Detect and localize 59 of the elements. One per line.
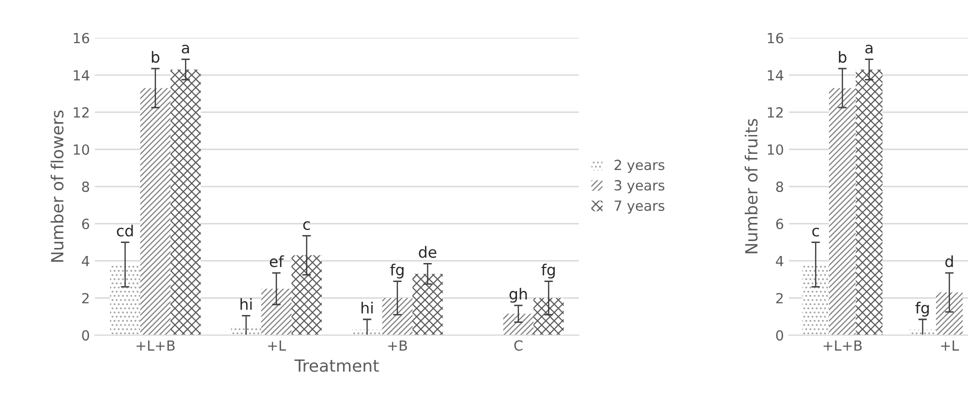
- data-label: ef: [270, 255, 284, 268]
- bar: [936, 292, 963, 336]
- y-tick-label: 10: [74, 144, 90, 155]
- x-tick-label: +L+B: [136, 340, 175, 351]
- data-label: fg: [390, 264, 404, 278]
- y-tick-label: 6: [82, 218, 90, 230]
- legend-label: 7 years: [614, 200, 664, 214]
- y-tick-label: 6: [776, 218, 784, 230]
- data-label: a: [865, 44, 872, 54]
- data-label: fg: [915, 302, 929, 317]
- bar: [261, 288, 292, 336]
- bar: [856, 69, 883, 336]
- y-tick-label: 4: [776, 256, 784, 266]
- data-label: de: [418, 246, 436, 258]
- bar: [382, 298, 412, 336]
- data-label: c: [303, 221, 310, 230]
- bar: [170, 69, 201, 336]
- data-label: b: [838, 50, 846, 63]
- data-label: b: [152, 50, 160, 63]
- x-tick-label: +B: [388, 340, 407, 351]
- legend-label: 3 years: [614, 180, 664, 194]
- y-tick-label: 16: [74, 32, 90, 44]
- data-label: fg: [541, 264, 555, 278]
- data-label: hi: [362, 302, 373, 314]
- y-tick-label: 2: [776, 292, 783, 304]
- y-tick-label: 4: [82, 256, 90, 266]
- data-label: gh: [510, 288, 527, 303]
- x-axis-title: Treatment: [294, 360, 379, 372]
- y-tick-label: 8: [776, 182, 784, 192]
- bar: [140, 88, 170, 336]
- data-label: a: [182, 44, 189, 54]
- y-tick-label: 12: [768, 107, 783, 118]
- data-label: hi: [240, 298, 252, 310]
- x-tick-label: +L: [268, 340, 286, 351]
- y-axis-title: Number of flowers: [50, 110, 64, 262]
- data-label: d: [945, 255, 953, 268]
- y-tick-label: 2: [82, 292, 89, 304]
- bar: [802, 264, 830, 336]
- x-tick-label: +L+B: [824, 340, 862, 351]
- y-tick-label: 0: [82, 330, 90, 341]
- y-axis-title: Number of fruits: [744, 118, 758, 254]
- y-tick-label: 10: [768, 144, 784, 155]
- y-tick-label: 0: [776, 330, 784, 341]
- data-label: cd: [116, 224, 133, 237]
- bar: [291, 255, 322, 336]
- data-label: c: [812, 228, 819, 237]
- bar: [533, 298, 564, 336]
- x-tick-label: +L: [941, 340, 959, 351]
- y-tick-label: 14: [74, 70, 90, 80]
- y-tick-label: 12: [74, 107, 89, 118]
- y-tick-label: 16: [768, 32, 784, 44]
- bar: [829, 88, 856, 336]
- bar: [412, 274, 443, 336]
- legend-label: 2 years: [614, 160, 664, 173]
- x-tick-label: C: [514, 340, 522, 351]
- bar: [110, 264, 140, 336]
- y-tick-label: 14: [768, 70, 784, 80]
- y-tick-label: 8: [82, 182, 90, 192]
- bar: [503, 314, 534, 336]
